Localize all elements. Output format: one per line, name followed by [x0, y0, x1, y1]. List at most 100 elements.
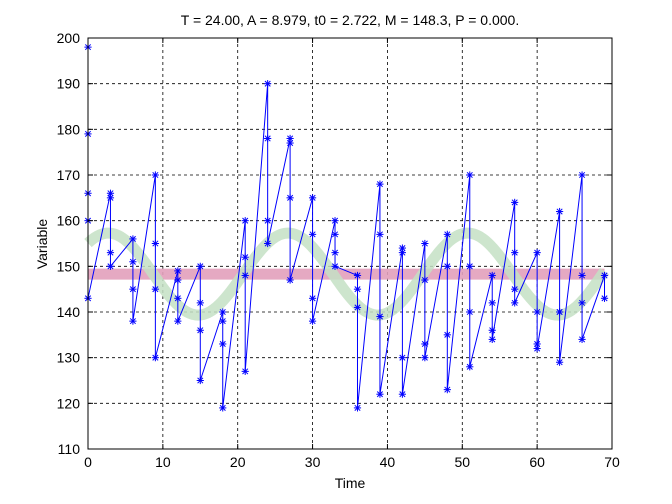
x-tick-label: 0	[84, 454, 92, 470]
data-point	[398, 390, 406, 398]
data-point-marker-stroke	[174, 267, 181, 274]
data-point-marker-stroke	[197, 327, 204, 334]
data-point	[488, 271, 496, 280]
data-point	[533, 344, 541, 353]
data-point-marker-stroke	[399, 354, 406, 361]
data-point-marker-stroke	[129, 235, 136, 242]
data-point	[556, 308, 564, 316]
data-point-marker-stroke	[579, 299, 586, 306]
data-point	[106, 262, 115, 270]
data-point	[466, 262, 474, 270]
data-point-marker-stroke	[601, 295, 608, 302]
data-point-marker-stroke	[466, 263, 473, 270]
data-point	[398, 354, 406, 362]
fit-curve	[84, 227, 610, 321]
data-point	[556, 358, 564, 366]
data-point	[106, 194, 115, 202]
y-tick-label: 170	[57, 167, 81, 183]
data-point	[398, 249, 406, 257]
data-point	[421, 276, 429, 284]
data-point	[578, 271, 586, 280]
data-point-marker-stroke	[287, 135, 294, 142]
data-point	[241, 271, 249, 280]
data-point-marker-stroke	[219, 340, 226, 348]
data-point-marker-stroke	[152, 171, 159, 179]
data-point-marker-stroke	[242, 254, 249, 261]
data-point-marker-stroke	[421, 354, 428, 361]
data-point	[488, 326, 496, 334]
y-tick-label: 180	[57, 121, 81, 137]
data-point	[488, 335, 496, 343]
data-point-marker-stroke	[107, 249, 114, 256]
data-point	[600, 294, 609, 302]
data-point	[264, 217, 272, 225]
data-point	[196, 299, 204, 307]
data-point-marker-stroke	[534, 308, 541, 316]
data-point	[174, 294, 182, 302]
data-point-marker-stroke	[466, 363, 473, 370]
x-tick-label: 50	[454, 454, 470, 470]
data-point	[151, 239, 159, 248]
data-point-marker-stroke	[197, 377, 204, 384]
data-point-marker-stroke	[534, 249, 541, 256]
y-tick-label: 160	[57, 213, 81, 229]
data-point	[421, 354, 429, 362]
data-point-marker-stroke	[579, 171, 586, 179]
data-point-marker-stroke	[331, 249, 339, 256]
data-point-marker-stroke	[444, 263, 451, 270]
data-point	[578, 171, 586, 179]
x-tick-label: 10	[155, 454, 171, 470]
data-point	[578, 335, 586, 343]
data-point	[308, 194, 317, 202]
data-point-marker-stroke	[107, 263, 114, 270]
chart-title: T = 24.00, A = 8.979, t0 = 2.722, M = 14…	[181, 12, 519, 28]
data-point	[106, 249, 115, 257]
data-point-marker-stroke	[219, 404, 226, 411]
data-point	[331, 262, 339, 270]
data-point-marker-stroke	[511, 299, 518, 306]
data-point	[443, 331, 451, 339]
data-point	[241, 367, 249, 375]
data-point-marker-stroke	[444, 386, 451, 393]
data-point	[129, 317, 137, 325]
data-point-marker-stroke	[601, 272, 608, 279]
data-point-marker-stroke	[444, 231, 451, 238]
data-point	[421, 239, 429, 248]
data-point-marker-stroke	[556, 208, 563, 215]
data-point-marker-stroke	[264, 135, 271, 142]
data-point-marker-stroke	[174, 318, 181, 325]
data-point-marker-stroke	[129, 286, 136, 293]
data-point-marker-stroke	[152, 354, 159, 361]
data-point	[174, 276, 182, 284]
data-point-marker-stroke	[129, 318, 136, 325]
x-tick-label: 40	[380, 454, 396, 470]
data-point-marker-stroke	[219, 308, 226, 316]
data-point-marker-stroke	[354, 404, 361, 411]
data-point	[533, 308, 541, 316]
data-point	[151, 285, 159, 293]
data-point-marker-stroke	[489, 327, 496, 334]
data-point-marker-stroke	[511, 286, 518, 293]
data-point-marker-stroke	[556, 308, 563, 316]
data-point	[151, 171, 159, 179]
data-point-marker-stroke	[421, 276, 428, 284]
data-point-marker-stroke	[489, 299, 496, 306]
data-point	[106, 189, 115, 197]
data-point	[511, 249, 519, 257]
data-point	[264, 239, 272, 248]
data-point-marker-stroke	[421, 240, 428, 247]
axis-ticks: 0 10 20 30 40 50 60 70 110 120 130 140 150 160 170 180 1…	[57, 30, 620, 470]
x-axis-label: Time	[335, 475, 366, 491]
data-point-marker-stroke	[489, 336, 496, 343]
data-point-marker-stroke	[331, 231, 339, 238]
data-point	[466, 308, 474, 316]
data-point	[219, 340, 227, 348]
data-point	[353, 303, 362, 312]
y-tick-label: 150	[57, 258, 81, 274]
data-point-marker-stroke	[174, 295, 181, 302]
data-point-marker-stroke	[219, 318, 226, 325]
data-point	[443, 386, 451, 394]
data-point-marker-stroke	[579, 336, 586, 343]
data-point	[286, 139, 294, 147]
model-bands	[84, 227, 610, 321]
